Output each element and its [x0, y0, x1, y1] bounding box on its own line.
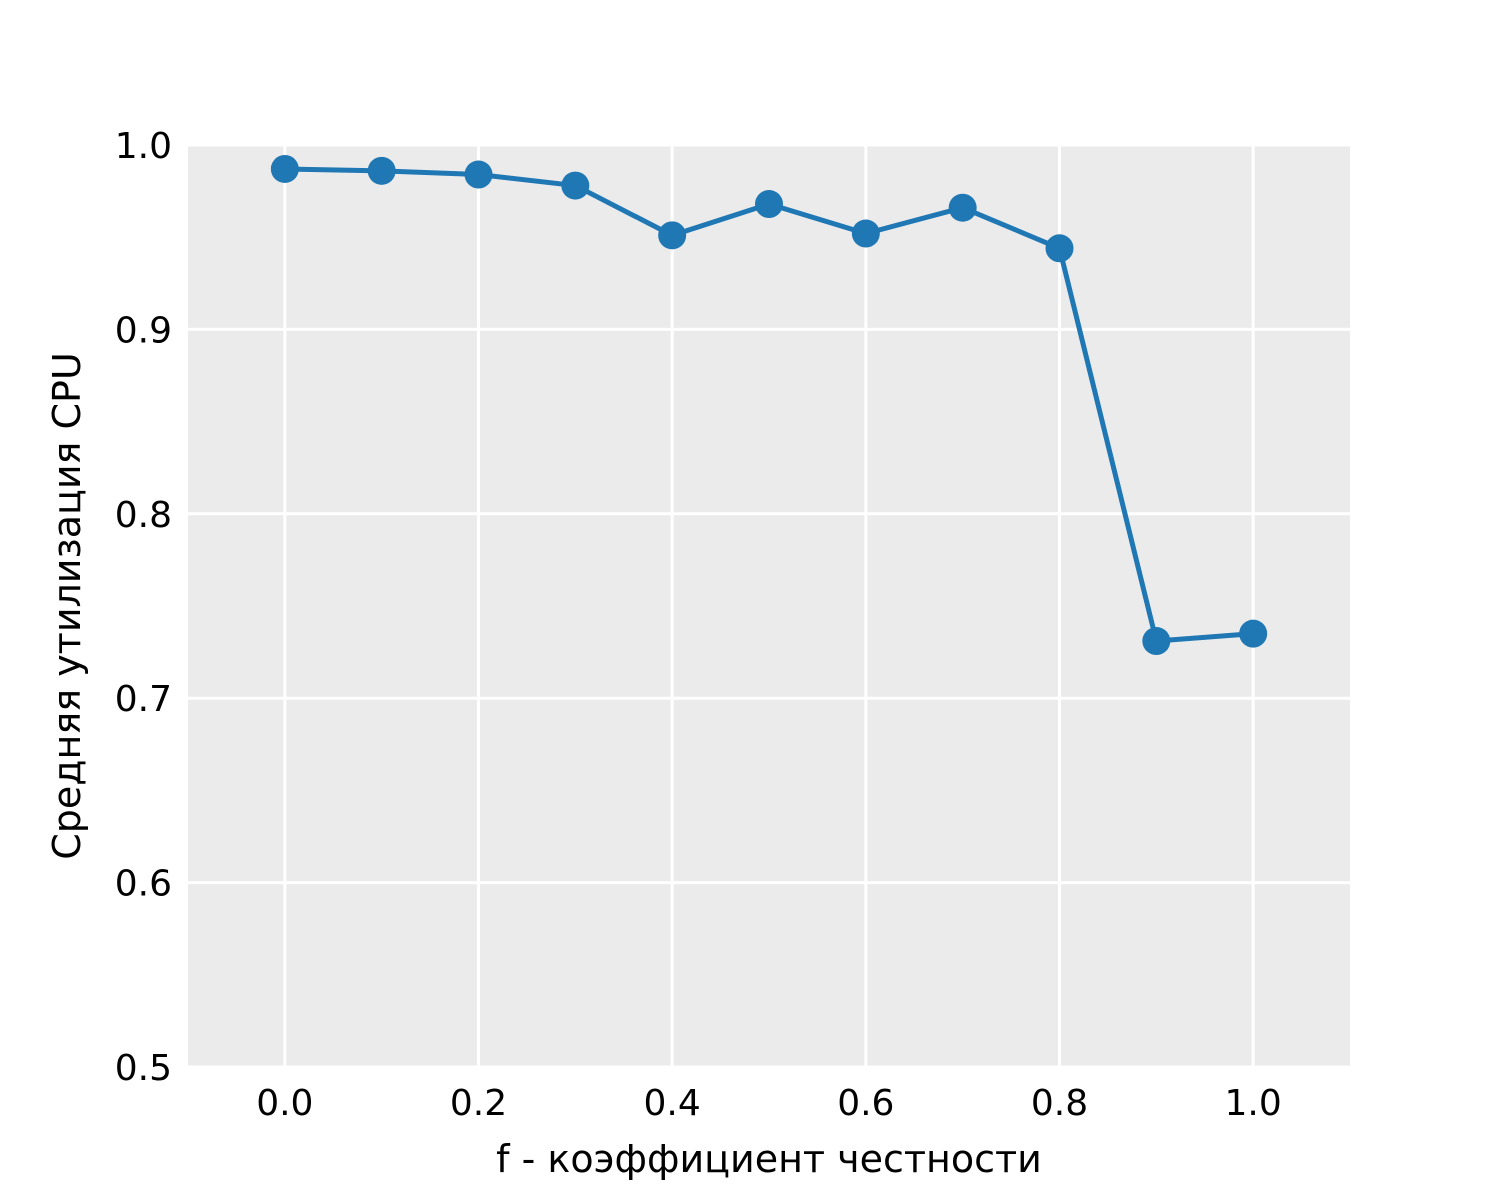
y-axis-ticks: 0.5 0.6 0.7 0.8 0.9 1.0 [115, 126, 172, 1089]
data-point [464, 160, 493, 189]
y-tick-label: 0.7 [115, 679, 172, 720]
data-point [851, 219, 880, 248]
data-point [270, 154, 299, 183]
data-point [755, 190, 783, 219]
data-point [561, 171, 590, 200]
y-tick-label: 0.9 [115, 310, 172, 351]
y-tick-label: 0.6 [115, 864, 172, 905]
y-axis-label: Средняя утилизация CPU [45, 352, 89, 860]
data-point [1045, 234, 1074, 263]
data-point [367, 156, 396, 185]
x-tick-label: 0.0 [256, 1083, 313, 1124]
x-tick-label: 0.2 [450, 1083, 507, 1124]
x-axis-label: f - коэффициент честности [496, 1137, 1042, 1181]
y-tick-label: 1.0 [115, 126, 172, 167]
y-tick-label: 0.5 [115, 1048, 172, 1089]
series-layer [270, 154, 1268, 656]
plot-background [188, 145, 1350, 1067]
x-tick-label: 0.6 [837, 1083, 894, 1124]
x-tick-label: 0.4 [644, 1083, 701, 1124]
y-tick-label: 0.8 [115, 495, 172, 536]
data-point [948, 193, 977, 222]
x-tick-label: 0.8 [1031, 1083, 1088, 1124]
x-tick-label: 1.0 [1225, 1083, 1282, 1124]
grid [188, 143, 1350, 1069]
x-axis-ticks: 0.0 0.2 0.4 0.6 0.8 1.0 [256, 1083, 1282, 1124]
data-point [1239, 619, 1268, 648]
data-point [658, 221, 687, 250]
data-point [1142, 627, 1171, 656]
